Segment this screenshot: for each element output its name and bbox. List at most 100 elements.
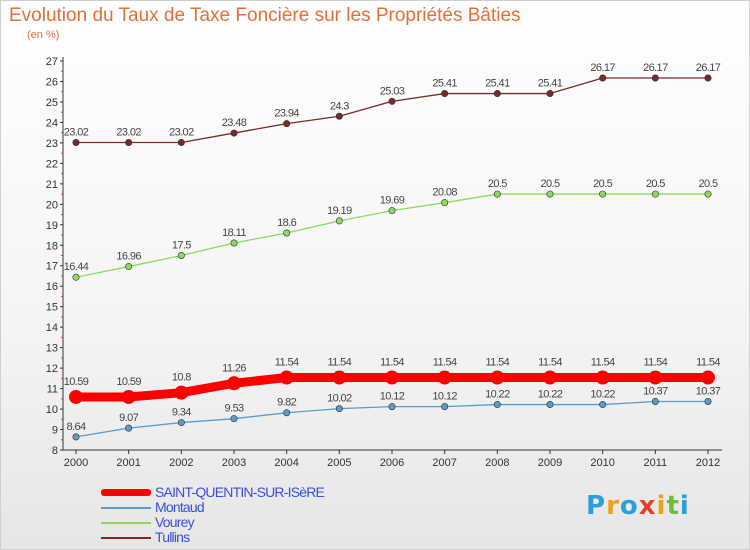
data-point <box>441 403 449 411</box>
x-tick-label: 2005 <box>327 457 351 469</box>
data-label: 11.54 <box>275 357 299 369</box>
chart-title: Evolution du Taux de Taxe Foncière sur l… <box>9 5 521 26</box>
data-point <box>177 252 185 260</box>
data-point <box>174 385 189 400</box>
data-label: 10.22 <box>590 389 615 401</box>
data-point <box>441 90 449 98</box>
chart-plot: 8 9 10 11 12 13 14 15 16 17 18 19 20 21 22 23 24 25 26 27 20… <box>46 56 722 469</box>
legend-label: Montaud <box>155 499 205 515</box>
y-tick-label: 18 <box>46 240 58 252</box>
data-point <box>546 190 554 198</box>
data-label: 20.08 <box>432 187 457 199</box>
data-label: 11.54 <box>380 357 404 369</box>
logo-letter: x <box>638 491 657 521</box>
proxiti-logo: Proxiti <box>586 491 690 521</box>
x-tick-label: 2012 <box>696 457 720 469</box>
data-label: 11.54 <box>433 357 457 369</box>
data-point <box>493 190 501 198</box>
legend-label: Vourey <box>155 514 195 530</box>
logo-letter: P <box>586 491 607 521</box>
data-point <box>125 263 133 271</box>
data-label: 10.02 <box>327 393 352 405</box>
data-point <box>599 74 607 82</box>
data-point <box>335 112 343 120</box>
y-tick-label: 20 <box>46 199 58 211</box>
data-point <box>177 419 185 427</box>
y-tick-label: 13 <box>46 343 58 355</box>
data-label: 10.59 <box>64 376 89 388</box>
data-point <box>648 370 663 385</box>
data-label: 10.22 <box>485 389 510 401</box>
data-point <box>388 403 396 411</box>
y-tick-label: 9 <box>52 425 58 437</box>
data-label: 26.17 <box>696 62 721 74</box>
data-label: 20.5 <box>698 178 717 190</box>
data-point <box>177 138 185 146</box>
unit-label: (en %) <box>27 29 60 41</box>
y-tick-label: 26 <box>46 76 58 88</box>
data-label: 16.44 <box>64 261 89 273</box>
y-tick-label: 15 <box>46 302 58 314</box>
data-label: 20.5 <box>540 178 559 190</box>
x-tick-label: 2001 <box>116 457 140 469</box>
data-label: 19.19 <box>327 205 352 217</box>
data-point <box>599 401 607 409</box>
data-point <box>493 401 501 409</box>
x-tick-label: 2004 <box>274 457 298 469</box>
data-point <box>599 190 607 198</box>
logo-letter: o <box>619 491 639 521</box>
data-label: 25.41 <box>485 78 510 90</box>
data-label: 23.02 <box>116 126 141 138</box>
data-label: 19.69 <box>380 195 405 207</box>
data-point <box>283 229 291 237</box>
data-point <box>69 389 83 404</box>
data-label: 10.37 <box>643 385 668 397</box>
data-point <box>283 409 291 417</box>
y-tick-label: 22 <box>46 158 58 170</box>
legend-label: Tullins <box>155 529 190 545</box>
data-point <box>490 370 505 385</box>
data-point <box>230 415 238 423</box>
data-label: 10.12 <box>432 391 457 403</box>
data-label: 20.5 <box>646 178 665 190</box>
y-tick-label: 21 <box>46 179 58 191</box>
logo-letter: i <box>656 491 667 521</box>
y-tick-label: 10 <box>46 404 58 416</box>
data-label: 11.54 <box>538 357 562 369</box>
data-point <box>493 90 501 98</box>
data-point <box>441 199 449 207</box>
data-point <box>279 370 294 385</box>
data-label: 25.41 <box>432 78 457 90</box>
y-tick-label: 25 <box>46 97 58 109</box>
data-label: 23.94 <box>274 108 299 120</box>
data-point <box>385 370 399 385</box>
data-point <box>546 90 554 98</box>
data-label: 23.02 <box>64 126 89 138</box>
data-point <box>388 207 396 215</box>
data-point <box>230 129 238 137</box>
x-tick-label: 2003 <box>222 457 246 469</box>
data-point <box>701 370 715 385</box>
data-label: 25.41 <box>538 78 563 90</box>
data-label: 9.07 <box>119 412 138 424</box>
data-point <box>651 74 659 82</box>
data-point <box>121 389 136 404</box>
y-tick-label: 8 <box>52 445 58 457</box>
data-label: 8.64 <box>66 421 85 433</box>
data-label: 17.5 <box>172 240 191 252</box>
data-point <box>125 138 133 146</box>
data-point <box>332 370 347 385</box>
y-tick-label: 23 <box>46 138 58 150</box>
logo-letter: i <box>679 491 690 521</box>
legend-label: SAINT-QUENTIN-SUR-ISèRE <box>155 484 325 500</box>
legend-swatch <box>101 537 151 539</box>
data-label: 10.12 <box>380 391 405 403</box>
legend-swatch <box>101 489 151 496</box>
data-point <box>335 217 343 225</box>
data-point <box>543 370 557 385</box>
data-label: 9.53 <box>224 403 243 415</box>
data-label: 11.54 <box>696 357 720 369</box>
data-label: 16.96 <box>116 251 141 263</box>
data-label: 26.17 <box>643 62 668 74</box>
data-point <box>72 433 80 441</box>
